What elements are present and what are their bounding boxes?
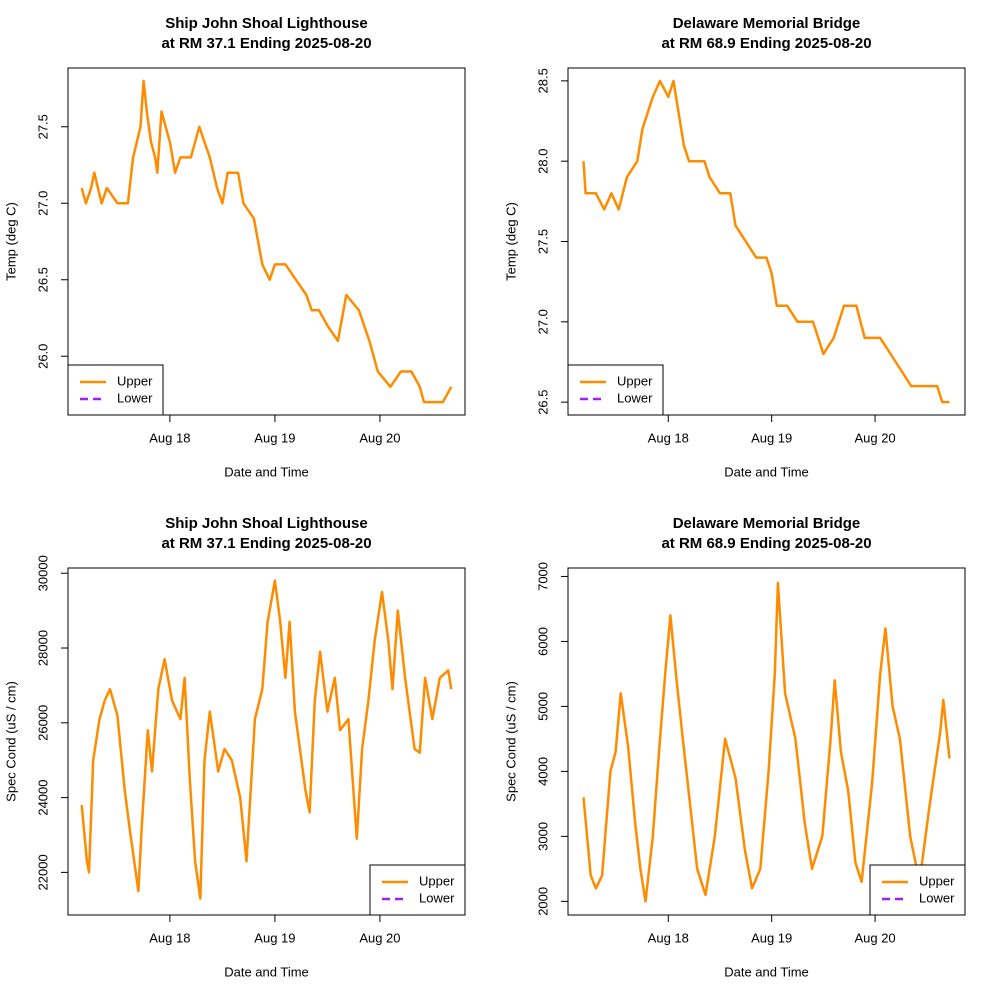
legend-box [369, 864, 466, 916]
data-line [582, 581, 951, 903]
x-axis-label: Date and Time [724, 964, 809, 979]
x-tick-label: Aug 19 [254, 430, 295, 445]
chart-subtitle: at RM 37.1 Ending 2025-08-20 [161, 535, 371, 552]
chart-title: Ship John Shoal Lighthouse [165, 515, 368, 532]
legend-label: Upper [617, 373, 653, 388]
plot-frame [567, 567, 966, 916]
legend-label: Lower [117, 390, 153, 405]
panel: Delaware Memorial Bridge at RM 68.9 Endin… [503, 15, 966, 479]
y-tick-label: 22000 [35, 854, 50, 890]
plot-frame [567, 67, 966, 416]
y-tick-label: 30000 [35, 555, 50, 591]
y-tick-label: 27.0 [35, 191, 50, 216]
legend-box [869, 864, 966, 916]
chart-subtitle: at RM 37.1 Ending 2025-08-20 [161, 35, 371, 52]
x-tick-label: Aug 20 [359, 430, 400, 445]
chart-title: Ship John Shoal Lighthouse [165, 15, 368, 32]
y-axis-label: Spec Cond (uS / cm) [3, 681, 18, 802]
y-tick-label: 27.5 [35, 114, 50, 139]
y-tick-label: 5000 [535, 692, 550, 721]
panel: Delaware Memorial Bridge at RM 68.9 Endin… [503, 515, 966, 979]
y-tick-label: 7000 [535, 562, 550, 591]
panel: Ship John Shoal Lighthouse at RM 37.1 End… [3, 15, 466, 479]
chart-title: Delaware Memorial Bridge [673, 515, 861, 532]
chart-subtitle: at RM 68.9 Ending 2025-08-20 [661, 35, 871, 52]
y-tick-label: 28.5 [535, 68, 550, 93]
x-tick-label: Aug 20 [854, 930, 895, 945]
plot-frame [67, 67, 466, 416]
data-line [582, 79, 950, 404]
x-tick-label: Aug 19 [254, 930, 295, 945]
data-line [80, 79, 453, 404]
x-tick-label: Aug 18 [149, 430, 190, 445]
y-axis-label: Spec Cond (uS / cm) [503, 681, 518, 802]
chart-subtitle: at RM 68.9 Ending 2025-08-20 [661, 535, 871, 552]
y-tick-label: 27.0 [535, 309, 550, 334]
y-tick-label: 2000 [535, 887, 550, 916]
x-tick-label: Aug 19 [751, 430, 792, 445]
legend-label: Upper [419, 873, 455, 888]
x-axis-label: Date and Time [224, 964, 309, 979]
y-tick-label: 6000 [535, 627, 550, 656]
x-tick-label: Aug 19 [751, 930, 792, 945]
y-tick-label: 4000 [535, 757, 550, 786]
x-axis-label: Date and Time [724, 464, 809, 479]
data-line [80, 579, 453, 900]
legend-label: Lower [919, 890, 955, 905]
y-tick-label: 28.0 [535, 149, 550, 174]
y-tick-label: 26000 [35, 705, 50, 741]
y-tick-label: 26.5 [535, 389, 550, 414]
legend-label: Upper [919, 873, 955, 888]
legend-box [67, 364, 164, 416]
x-tick-label: Aug 20 [854, 430, 895, 445]
x-tick-label: Aug 18 [149, 930, 190, 945]
y-tick-label: 26.0 [35, 344, 50, 369]
plot-frame [67, 567, 466, 916]
y-axis-label: Temp (deg C) [503, 202, 518, 281]
x-tick-label: Aug 20 [359, 930, 400, 945]
y-tick-label: 28000 [35, 630, 50, 666]
legend-label: Lower [419, 890, 455, 905]
y-axis-label: Temp (deg C) [3, 202, 18, 281]
x-tick-label: Aug 18 [648, 430, 689, 445]
chart-title: Delaware Memorial Bridge [673, 15, 861, 32]
x-tick-label: Aug 18 [648, 930, 689, 945]
y-tick-label: 26.5 [35, 267, 50, 292]
y-tick-label: 24000 [35, 780, 50, 816]
panel: Ship John Shoal Lighthouse at RM 37.1 End… [3, 515, 466, 979]
y-tick-label: 3000 [535, 822, 550, 851]
legend-box [567, 364, 664, 416]
x-axis-label: Date and Time [224, 464, 309, 479]
legend-label: Upper [117, 373, 153, 388]
y-tick-label: 27.5 [535, 229, 550, 254]
legend-label: Lower [617, 390, 653, 405]
